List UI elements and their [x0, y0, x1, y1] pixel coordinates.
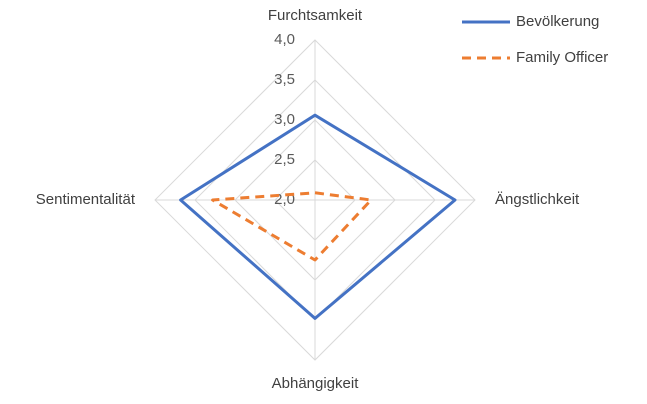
- tick-label: 3,0: [274, 111, 295, 128]
- tick-label: 4,0: [274, 31, 295, 48]
- tick-label: 3,5: [274, 71, 295, 88]
- legend-label: Family Officer: [516, 49, 608, 66]
- legend-label: Bevölkerung: [516, 13, 599, 30]
- category-label: Sentimentalität: [36, 191, 136, 208]
- category-label: Abhängigkeit: [272, 375, 360, 392]
- category-label: Furchtsamkeit: [268, 7, 363, 24]
- series-line: [211, 191, 373, 262]
- category-label: Ängstlichkeit: [495, 191, 580, 208]
- tick-label: 2,5: [274, 151, 295, 168]
- series-line: [179, 113, 457, 320]
